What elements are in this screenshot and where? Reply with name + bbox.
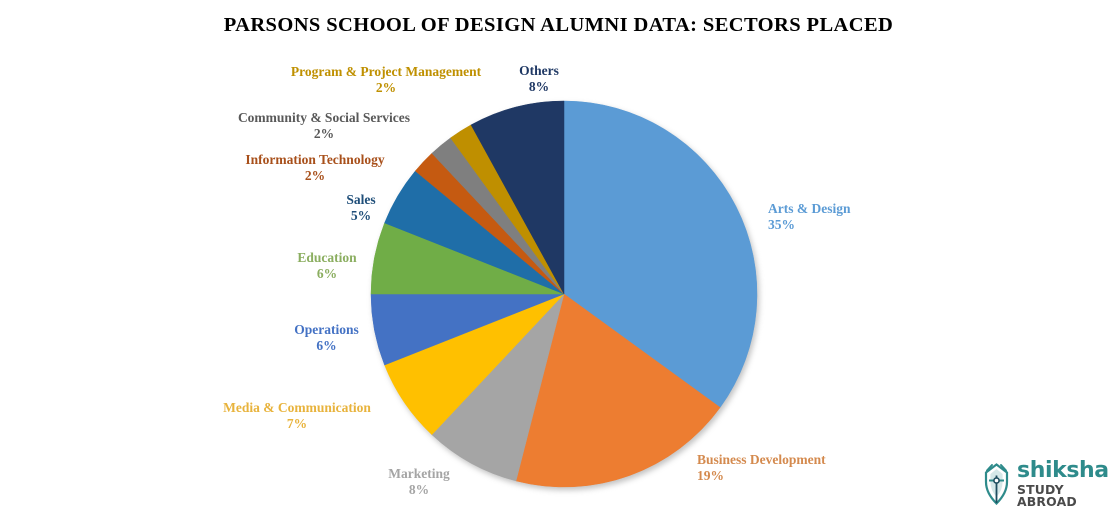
- pie-label-value: 35%: [768, 217, 795, 233]
- logo-text-block: shiksha STUDY ABROAD: [1017, 457, 1109, 509]
- pie-label-name: Business Development: [697, 452, 826, 467]
- pie-chart-svg: [370, 100, 758, 488]
- pie-label-value: 19%: [697, 468, 724, 484]
- pie-label-education: Education 6%: [292, 250, 362, 283]
- pie-slice: [515, 293, 721, 488]
- shiksha-logo: shiksha STUDY ABROAD: [981, 459, 1109, 509]
- pie-label-name: Arts & Design: [768, 201, 851, 216]
- pie-label-sales: Sales 5%: [337, 192, 385, 225]
- pie-label-name: Program & Project Management: [290, 64, 482, 79]
- pie-slice: [470, 100, 565, 295]
- pen-nib-icon: [984, 463, 1009, 505]
- pie-label-name: Marketing: [388, 466, 450, 481]
- pie-label-value: 7%: [286, 416, 308, 432]
- page-title: PARSONS SCHOOL OF DESIGN ALUMNI DATA: SE…: [223, 14, 894, 36]
- pie-label-community-social-services: Community & Social Services 2%: [218, 110, 430, 143]
- pie-label-information-technology: Information Technology 2%: [229, 152, 401, 185]
- pie-label-name: Sales: [346, 192, 376, 207]
- pie-label-others: Others 8%: [508, 63, 570, 96]
- pie-label-name: Community & Social Services: [237, 110, 411, 125]
- pie-label-name: Information Technology: [245, 152, 385, 167]
- pie-label-value: 2%: [375, 80, 397, 96]
- pie-label-value: 6%: [316, 338, 337, 354]
- pie-label-name: Operations: [294, 322, 359, 337]
- pie-label-value: 5%: [350, 208, 372, 224]
- pie-label-name: Education: [297, 250, 357, 265]
- pie-slice: [563, 100, 758, 408]
- pie-label-value: 2%: [304, 168, 326, 184]
- pie-label-operations: Operations 6%: [284, 322, 369, 355]
- pie-label-name: Media & Communication: [223, 400, 371, 415]
- pie-slice-group: [370, 100, 758, 488]
- pie-label-program-project-management: Program & Project Management 2%: [269, 64, 503, 97]
- pie-label-value: 8%: [528, 79, 550, 95]
- logo-wordmark: shiksha: [1017, 457, 1109, 483]
- pie-label-media-communication: Media & Communication 7%: [209, 400, 385, 433]
- pie-label-value: 2%: [313, 126, 335, 142]
- pie-label-value: 6%: [316, 266, 338, 282]
- pie-label-value: 8%: [408, 482, 430, 498]
- pie-label-business-development: Business Development 19%: [697, 452, 826, 485]
- pie-label-arts-design: Arts & Design 35%: [768, 201, 851, 234]
- logo-subtitle: STUDY ABROAD: [1017, 481, 1077, 509]
- pie-label-name: Others: [519, 63, 559, 78]
- pie-chart: [370, 100, 758, 488]
- pie-label-marketing: Marketing 8%: [381, 466, 457, 499]
- pie-slice: [431, 293, 565, 482]
